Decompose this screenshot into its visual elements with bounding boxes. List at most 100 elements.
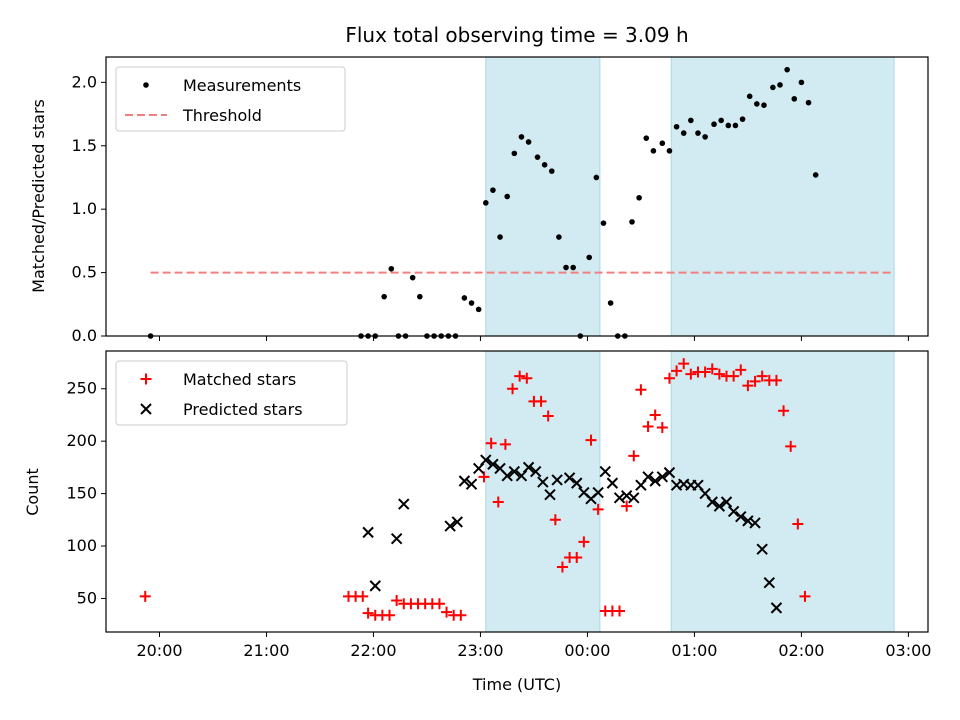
measurement-point — [525, 139, 532, 145]
measurement-point — [805, 99, 812, 106]
measurement-point — [409, 274, 416, 281]
predicted-point — [563, 472, 576, 484]
legend-predicted-marker — [140, 403, 152, 415]
figure-title: Flux total observing time = 3.09 h — [345, 23, 688, 47]
legend-matched-marker — [140, 373, 152, 385]
matched-point — [139, 590, 151, 602]
measurement-point — [746, 93, 753, 100]
matched-point — [507, 383, 519, 395]
measurement-point — [798, 79, 805, 86]
measurement-point — [680, 130, 687, 136]
measurement-point — [673, 123, 680, 130]
predicted-point — [656, 471, 669, 483]
measurement-point — [518, 134, 525, 140]
predicted-point — [742, 515, 754, 527]
measurement-point — [725, 122, 732, 129]
predicted-point — [544, 488, 556, 501]
matched-point — [549, 514, 561, 526]
matched-point — [735, 364, 747, 376]
predicted-point — [756, 543, 768, 555]
predicted-point — [362, 526, 374, 539]
matched-point — [441, 606, 453, 618]
measurement-point — [548, 168, 555, 174]
measurement-point — [754, 101, 760, 107]
predicted-point — [537, 476, 549, 488]
measurement-point — [593, 174, 600, 181]
matched-point — [592, 503, 604, 515]
measurement-point — [468, 300, 475, 306]
measurement-point — [629, 219, 635, 225]
measurement-point — [490, 187, 496, 193]
observing-interval-2 — [670, 350, 895, 633]
matched-point — [391, 595, 403, 607]
matched-point — [699, 366, 711, 378]
flux-ratio-panel: 0.0 0.5 1.0 1.5 2.0 Measurements Threshold — [72, 56, 929, 345]
measurement-point — [600, 220, 607, 226]
measurement-point — [643, 135, 650, 141]
matched-point — [621, 500, 633, 512]
matched-point — [542, 410, 554, 422]
measurement-point — [732, 122, 739, 129]
measurement-point — [791, 96, 798, 102]
predicted-point — [713, 500, 726, 512]
measurement-point — [381, 293, 387, 300]
legend-label: Threshold — [182, 106, 262, 125]
matched-point — [433, 598, 445, 610]
measurement-point — [636, 194, 642, 201]
matched-point — [756, 370, 768, 382]
matched-point — [492, 496, 504, 508]
y-tick-label: 150 — [66, 484, 97, 503]
x-tick-label: 01:00 — [671, 641, 717, 660]
measurement-point — [812, 172, 819, 178]
predicted-point — [480, 454, 492, 466]
matched-point — [656, 422, 668, 434]
predicted-point — [369, 580, 381, 592]
x-axis-label: Time (UTC) — [472, 675, 561, 694]
matched-point — [556, 561, 568, 573]
measurement-point — [586, 254, 593, 261]
counts-panel: 50 100 150 200 250 20:00 21:00 22:00 23:00 00:00 0… — [66, 350, 931, 660]
matched-point — [649, 409, 661, 421]
predicted-point — [770, 602, 783, 614]
measurement-point — [534, 154, 541, 160]
measurement-point — [556, 234, 562, 240]
measurement-point — [761, 102, 767, 108]
measurement-point — [541, 161, 548, 168]
measurement-point — [388, 265, 395, 272]
matched-point — [778, 405, 790, 417]
matched-point — [706, 363, 718, 375]
legend-measurement-marker — [143, 82, 149, 88]
matched-point — [671, 365, 683, 377]
predicted-point — [620, 489, 633, 502]
legend: Matched stars Predicted stars — [115, 360, 348, 426]
measurement-point — [482, 200, 489, 206]
matched-point — [499, 438, 511, 450]
predicted-point — [522, 461, 535, 474]
predicted-point — [501, 470, 513, 482]
matched-point — [785, 440, 797, 452]
legend-box — [115, 66, 346, 132]
x-tick-label: 02:00 — [778, 641, 824, 660]
measurement-point — [695, 130, 701, 136]
measurement-point — [475, 306, 482, 313]
y-tick-label: 250 — [66, 379, 97, 398]
axes-frame — [105, 56, 929, 337]
measurement-point — [497, 234, 503, 240]
predicted-point — [451, 516, 463, 528]
predicted-point — [663, 466, 676, 479]
y-tick-label: 1.0 — [72, 199, 97, 218]
legend-label: Predicted stars — [183, 400, 303, 419]
predicted-point — [749, 517, 761, 529]
matched-point — [455, 609, 467, 621]
predicted-point — [571, 477, 583, 489]
matched-point — [628, 450, 640, 462]
matched-point — [578, 536, 590, 548]
predicted-point — [444, 520, 456, 532]
matched-point — [678, 358, 690, 370]
x-tick-label: 00:00 — [564, 641, 610, 660]
measurement-point — [607, 300, 614, 306]
matched-point — [384, 609, 396, 621]
measurement-point — [461, 295, 468, 301]
matched-point — [792, 518, 804, 530]
matched-point — [485, 437, 497, 449]
